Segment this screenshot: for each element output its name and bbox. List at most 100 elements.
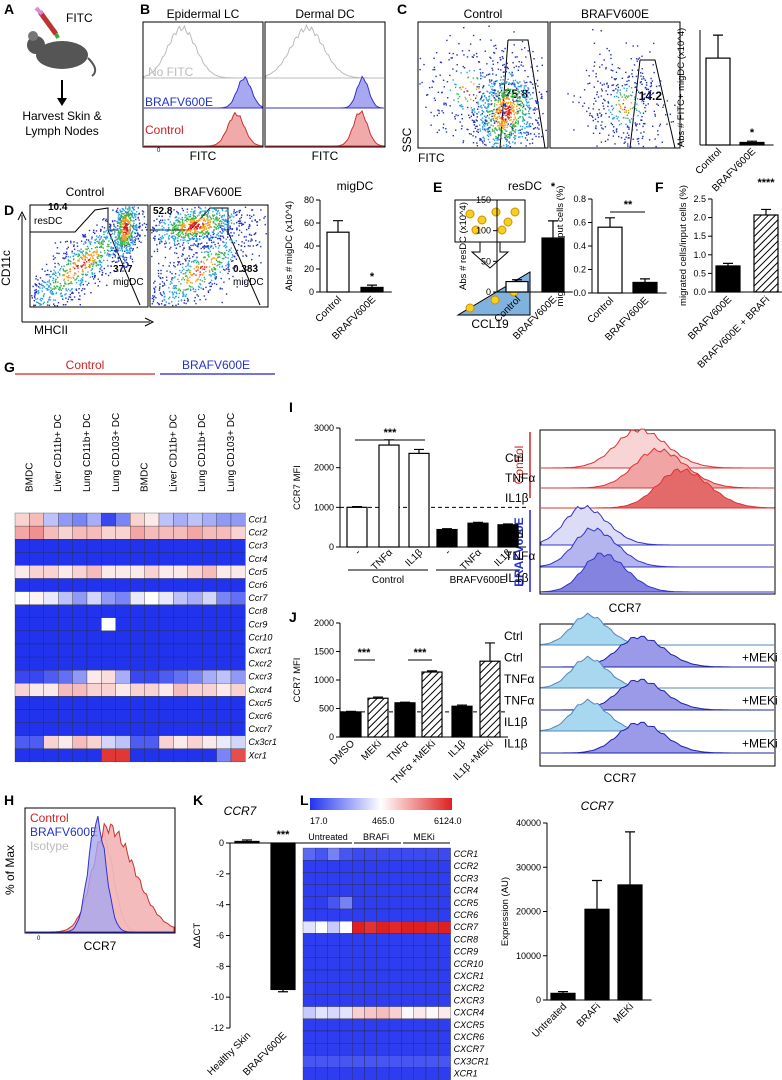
row-label: Ccr2 [248, 528, 267, 538]
event-dot [654, 114, 655, 115]
event-dot [485, 97, 486, 98]
y-tick-label: 50 [481, 256, 491, 266]
event-dot [542, 65, 543, 66]
event-dot [192, 282, 193, 283]
bar [347, 507, 367, 547]
event-dot [139, 241, 140, 242]
event-dot [223, 258, 224, 259]
event-dot [199, 287, 200, 288]
event-dot [515, 126, 516, 127]
event-dot [234, 256, 235, 257]
event-dot [604, 84, 605, 85]
event-dot [251, 235, 252, 236]
event-dot [453, 53, 454, 54]
event-dot [153, 299, 154, 300]
heatmap-cell [426, 885, 438, 897]
event-dot [611, 85, 612, 86]
event-dot [197, 266, 198, 267]
event-dot [34, 290, 35, 291]
heatmap-cell [426, 1055, 438, 1067]
event-dot [157, 231, 158, 232]
heatmap-cell [188, 710, 202, 723]
event-dot [124, 215, 125, 216]
event-dot [88, 254, 89, 255]
event-dot [616, 72, 617, 73]
event-dot [74, 249, 75, 250]
event-dot [529, 124, 530, 125]
event-dot [516, 119, 517, 120]
heatmap-cell [426, 897, 438, 909]
heatmap-cell [414, 970, 426, 982]
heatmap-cell [159, 539, 173, 552]
row-label: Ccr4 [248, 554, 267, 564]
event-dot [222, 215, 223, 216]
event-dot [484, 129, 485, 130]
heatmap-cell [303, 946, 315, 958]
event-dot [626, 84, 627, 85]
event-dot [182, 225, 183, 226]
event-dot [182, 208, 183, 209]
event-dot [198, 289, 199, 290]
event-dot [657, 130, 658, 131]
event-dot [170, 281, 171, 282]
event-dot [591, 115, 592, 116]
event-dot [120, 237, 121, 238]
heatmap-cell [130, 670, 144, 683]
event-dot [518, 118, 519, 119]
event-dot [133, 225, 134, 226]
event-dot [509, 143, 510, 144]
heatmap-cell [377, 1007, 389, 1019]
event-dot [60, 293, 61, 294]
event-dot [105, 238, 106, 239]
y-tick-label: 0.0 [573, 288, 586, 298]
heatmap-cell [231, 696, 245, 709]
event-dot [596, 145, 597, 146]
event-dot [513, 124, 514, 125]
event-dot [45, 282, 46, 283]
event-dot [241, 214, 242, 215]
event-dot [476, 95, 477, 96]
event-dot [47, 274, 48, 275]
event-dot [467, 129, 468, 130]
event-dot [229, 239, 230, 240]
heatmap-cell [389, 946, 401, 958]
event-dot [59, 289, 60, 290]
y-tick-label: 1000 [314, 675, 334, 685]
y-tick-label: 60 [304, 218, 314, 228]
event-dot [67, 301, 68, 302]
event-dot [186, 215, 187, 216]
event-dot [244, 222, 245, 223]
event-dot [658, 105, 659, 106]
heatmap-cell [231, 552, 245, 565]
event-dot [47, 270, 48, 271]
event-dot [82, 288, 83, 289]
event-dot [117, 223, 118, 224]
event-dot [65, 283, 66, 284]
event-dot [541, 57, 542, 58]
event-dot [504, 64, 505, 65]
event-dot [214, 227, 215, 228]
event-dot [496, 93, 497, 94]
event-dot [606, 48, 607, 49]
event-dot [611, 69, 612, 70]
event-dot [502, 127, 503, 128]
event-dot [518, 121, 519, 122]
event-dot [208, 221, 209, 222]
bar [598, 227, 622, 293]
heatmap-cell [159, 552, 173, 565]
heatmap-cell [188, 579, 202, 592]
event-dot [213, 237, 214, 238]
event-dot [446, 40, 447, 41]
heatmap-cell [303, 872, 315, 884]
event-dot [494, 116, 495, 117]
event-dot [173, 288, 174, 289]
event-dot [185, 296, 186, 297]
event-dot [496, 110, 497, 111]
panel-label: B [140, 1, 150, 17]
event-dot [217, 257, 218, 258]
event-dot [112, 210, 113, 211]
event-dot [598, 96, 599, 97]
event-dot [114, 250, 115, 251]
event-dot [480, 106, 481, 107]
heatmap-cell [173, 552, 187, 565]
